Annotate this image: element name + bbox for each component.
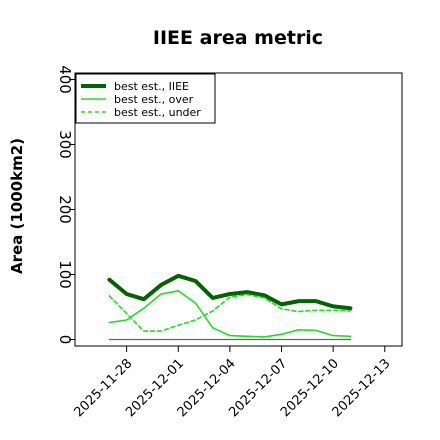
chart-title: IIEE area metric <box>153 27 323 49</box>
series-line-0 <box>107 273 353 311</box>
y-tick-label: 0 <box>56 335 74 345</box>
y-tick-label: 400 <box>56 65 74 94</box>
series-line-2 <box>108 293 352 332</box>
legend-label: best est., IIEE <box>114 80 189 93</box>
y-tick-label: 200 <box>56 195 74 224</box>
y-axis: 0 100 200 300 400 <box>56 65 75 344</box>
series-line-1 <box>108 289 352 338</box>
x-axis: 2025-11-282025-12-012025-12-042025-12-07… <box>71 346 394 420</box>
legend-label: best est., over <box>114 93 194 106</box>
y-tick-label: 300 <box>56 130 74 159</box>
series-layer <box>107 273 353 341</box>
y-axis-label: Area (1000km2) <box>8 138 26 274</box>
legend-label: best est., under <box>114 106 201 119</box>
y-tick-label: 100 <box>56 260 74 289</box>
